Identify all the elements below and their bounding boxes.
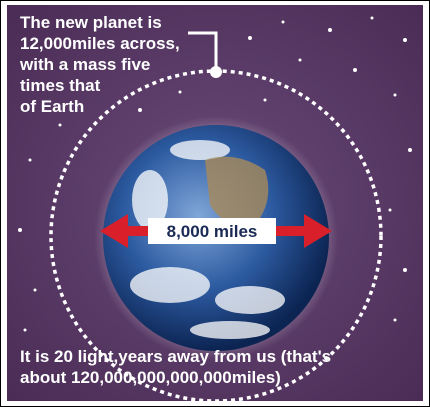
page: 8,000 miles The new planet is 12,000miles… [0, 0, 430, 407]
text-line: about 120,000,000,000,000miles) [20, 368, 281, 387]
text-line: The new planet is [20, 13, 162, 32]
earth-label: 8,000 miles [167, 222, 258, 241]
text-line: It is 20 light,years away from us (that'… [20, 347, 331, 366]
text-line: 12,000miles across, [20, 34, 180, 53]
text-line: of Earth [20, 97, 84, 116]
connector-dot [210, 66, 222, 78]
infographic: 8,000 miles The new planet is 12,000miles… [0, 0, 430, 407]
text-line: with a mass five [19, 55, 150, 74]
text-line: times that [20, 76, 101, 95]
